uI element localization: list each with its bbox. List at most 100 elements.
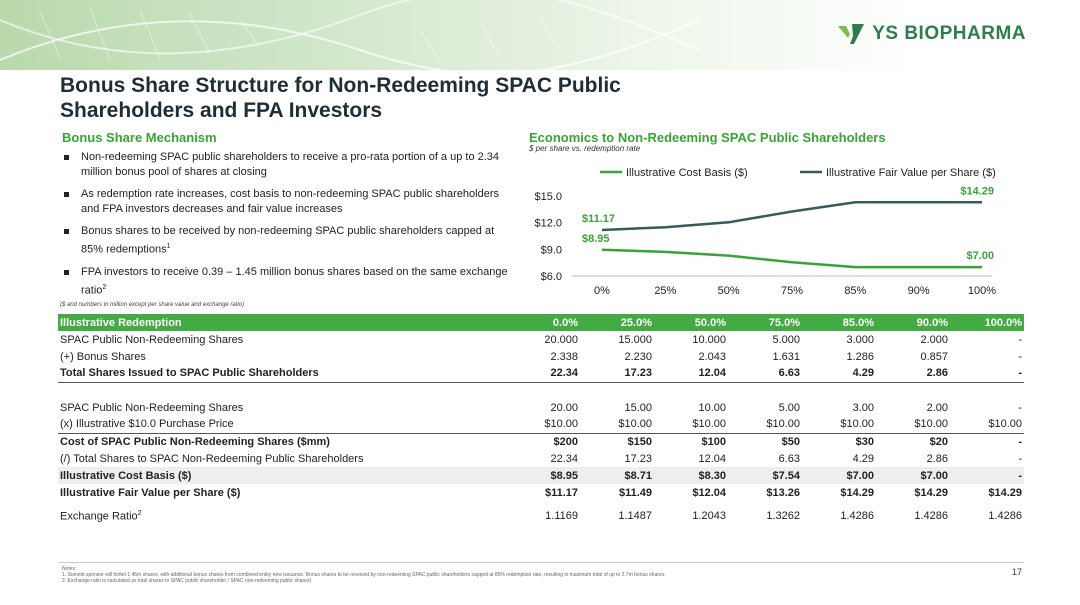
table-header-cell: 75.0% <box>728 314 802 331</box>
table-row: Exchange Ratio2 1.1169 1.1487 1.2043 1.3262 1… <box>58 501 1024 531</box>
x-tick-label: 85% <box>844 285 866 297</box>
table-cell: $10.00 <box>618 418 652 431</box>
table-cell <box>876 382 950 399</box>
table-cell: 1.4286 <box>914 510 948 522</box>
company-logo: YS BIOPHARMA <box>836 22 1026 46</box>
table-cell: $13.26 <box>766 486 800 499</box>
brand-name: YS BIOPHARMA <box>872 23 1026 44</box>
table-cell: 2.043 <box>698 350 726 363</box>
row-label: (+) Bonus Shares <box>60 350 146 363</box>
table-cell: $8.30 <box>654 467 728 484</box>
bonus-mechanism-heading: Bonus Share Mechanism <box>62 130 217 145</box>
table-cell: $200 <box>506 432 580 450</box>
square-bullet-icon <box>64 229 69 234</box>
x-tick-label: 50% <box>718 285 740 297</box>
table-cell: $11.49 <box>618 486 652 499</box>
table-cell: 3.00 <box>852 401 874 414</box>
page-title: Bonus Share Structure for Non-Redeeming … <box>60 73 760 123</box>
table-cell: 2.230 <box>624 350 652 363</box>
table-cell: $14.29 <box>988 486 1022 499</box>
table-cell: 22.34 <box>506 365 580 383</box>
table-cell: $20 <box>876 432 950 450</box>
table-cell: 1.1487 <box>618 510 652 522</box>
y-tick-label: $9.0 <box>541 244 562 256</box>
table-cell: $11.17 <box>544 486 578 499</box>
table-cell: 20.000 <box>544 333 578 346</box>
bullet-text: As redemption rate increases, cost basis… <box>81 188 500 215</box>
table-header-cell: 90.0% <box>876 314 950 331</box>
y-tick-label: $15.0 <box>534 191 562 203</box>
table-cell: - <box>950 432 1024 450</box>
table-row: SPAC Public Non-Redeeming Shares 20.000 15… <box>58 331 1024 348</box>
legend-label: Illustrative Cost Basis ($) <box>626 167 748 179</box>
series-line <box>601 201 982 232</box>
series-line <box>601 248 982 269</box>
table-cell <box>950 382 1024 399</box>
table-cell: 1.286 <box>846 350 874 363</box>
table-cell: 1.2043 <box>692 510 726 522</box>
row-label: Total Shares Issued to SPAC Public Share… <box>58 365 506 383</box>
table-cell <box>654 382 728 399</box>
table-cell <box>728 382 802 399</box>
table-cell <box>580 382 654 399</box>
table-cell: 2.00 <box>926 401 948 414</box>
table-cell: 12.04 <box>698 452 726 465</box>
table-cell: $150 <box>580 432 654 450</box>
table-cell: 17.23 <box>580 365 654 383</box>
table-cell: 0.857 <box>920 350 948 363</box>
table-row <box>58 382 1024 399</box>
table-cell: - <box>1018 333 1022 346</box>
square-bullet-icon <box>64 269 69 275</box>
row-label <box>58 382 506 399</box>
table-header-cell: 85.0% <box>802 314 876 331</box>
table-cell: 10.000 <box>692 333 726 346</box>
table-header-label: Illustrative Redemption <box>58 314 506 331</box>
list-item: Bonus shares to be received by non-redee… <box>62 224 512 258</box>
data-label: $7.00 <box>966 250 994 262</box>
row-label: Illustrative Fair Value per Share ($) <box>60 486 241 499</box>
row-label: (x) Illustrative $10.0 Purchase Price <box>60 418 234 431</box>
table-row: Illustrative Cost Basis ($) $8.95 $8.71 $8.… <box>58 467 1024 484</box>
table-cell: 6.63 <box>728 365 802 383</box>
row-label: SPAC Public Non-Redeeming Shares <box>60 401 244 414</box>
table-row: (x) Illustrative $10.0 Purchase Price $10… <box>58 416 1024 433</box>
table-units-note: ($ and numbers in million except per sha… <box>60 302 245 308</box>
row-label: SPAC Public Non-Redeeming Shares <box>60 333 244 346</box>
note-line-2: 2. Exchange ratio is calculated as total… <box>62 578 312 584</box>
table-cell <box>802 382 876 399</box>
data-label: $11.17 <box>582 213 615 225</box>
table-cell: $8.71 <box>580 467 654 484</box>
header-banner <box>0 0 1080 70</box>
table-cell: 10.00 <box>698 401 726 414</box>
table-cell: $10.00 <box>988 418 1022 431</box>
footnote-ref: 2 <box>137 509 142 517</box>
table-cell: 6.63 <box>778 452 800 465</box>
table-cell: $14.29 <box>914 486 948 499</box>
x-tick-label: 25% <box>654 285 676 297</box>
table-cell: 12.04 <box>654 365 728 383</box>
table-header-cell: 0.0% <box>506 314 580 331</box>
table-cell: 3.000 <box>846 333 874 346</box>
table-cell: 2.000 <box>920 333 948 346</box>
table-cell: $12.04 <box>692 486 726 499</box>
table-cell: 22.34 <box>550 452 578 465</box>
x-tick-label: 100% <box>968 285 996 297</box>
table-header-cell: 25.0% <box>580 314 654 331</box>
square-bullet-icon <box>64 192 69 197</box>
footnotes: Notes: 1. Summit sponsor will forfeit 1.… <box>62 566 962 584</box>
table-cell: - <box>1018 452 1022 465</box>
table-cell: $8.95 <box>506 467 580 484</box>
table-header-cell: 100.0% <box>950 314 1024 331</box>
page-number: 17 <box>1011 567 1022 577</box>
table-cell: 4.29 <box>802 365 876 383</box>
data-label: $8.95 <box>582 233 610 245</box>
list-item: As redemption rate increases, cost basis… <box>62 187 512 217</box>
footer-divider <box>58 562 1024 563</box>
table-cell <box>506 382 580 399</box>
dna-helix-background-icon <box>0 0 701 70</box>
x-tick-label: 0% <box>594 285 610 297</box>
table-cell: 15.00 <box>624 401 652 414</box>
legend-label: Illustrative Fair Value per Share ($) <box>826 167 996 179</box>
economics-line-chart: Illustrative Cost Basis ($) Illustrative … <box>534 167 996 297</box>
table-row: Illustrative Fair Value per Share ($) $11… <box>58 484 1024 501</box>
